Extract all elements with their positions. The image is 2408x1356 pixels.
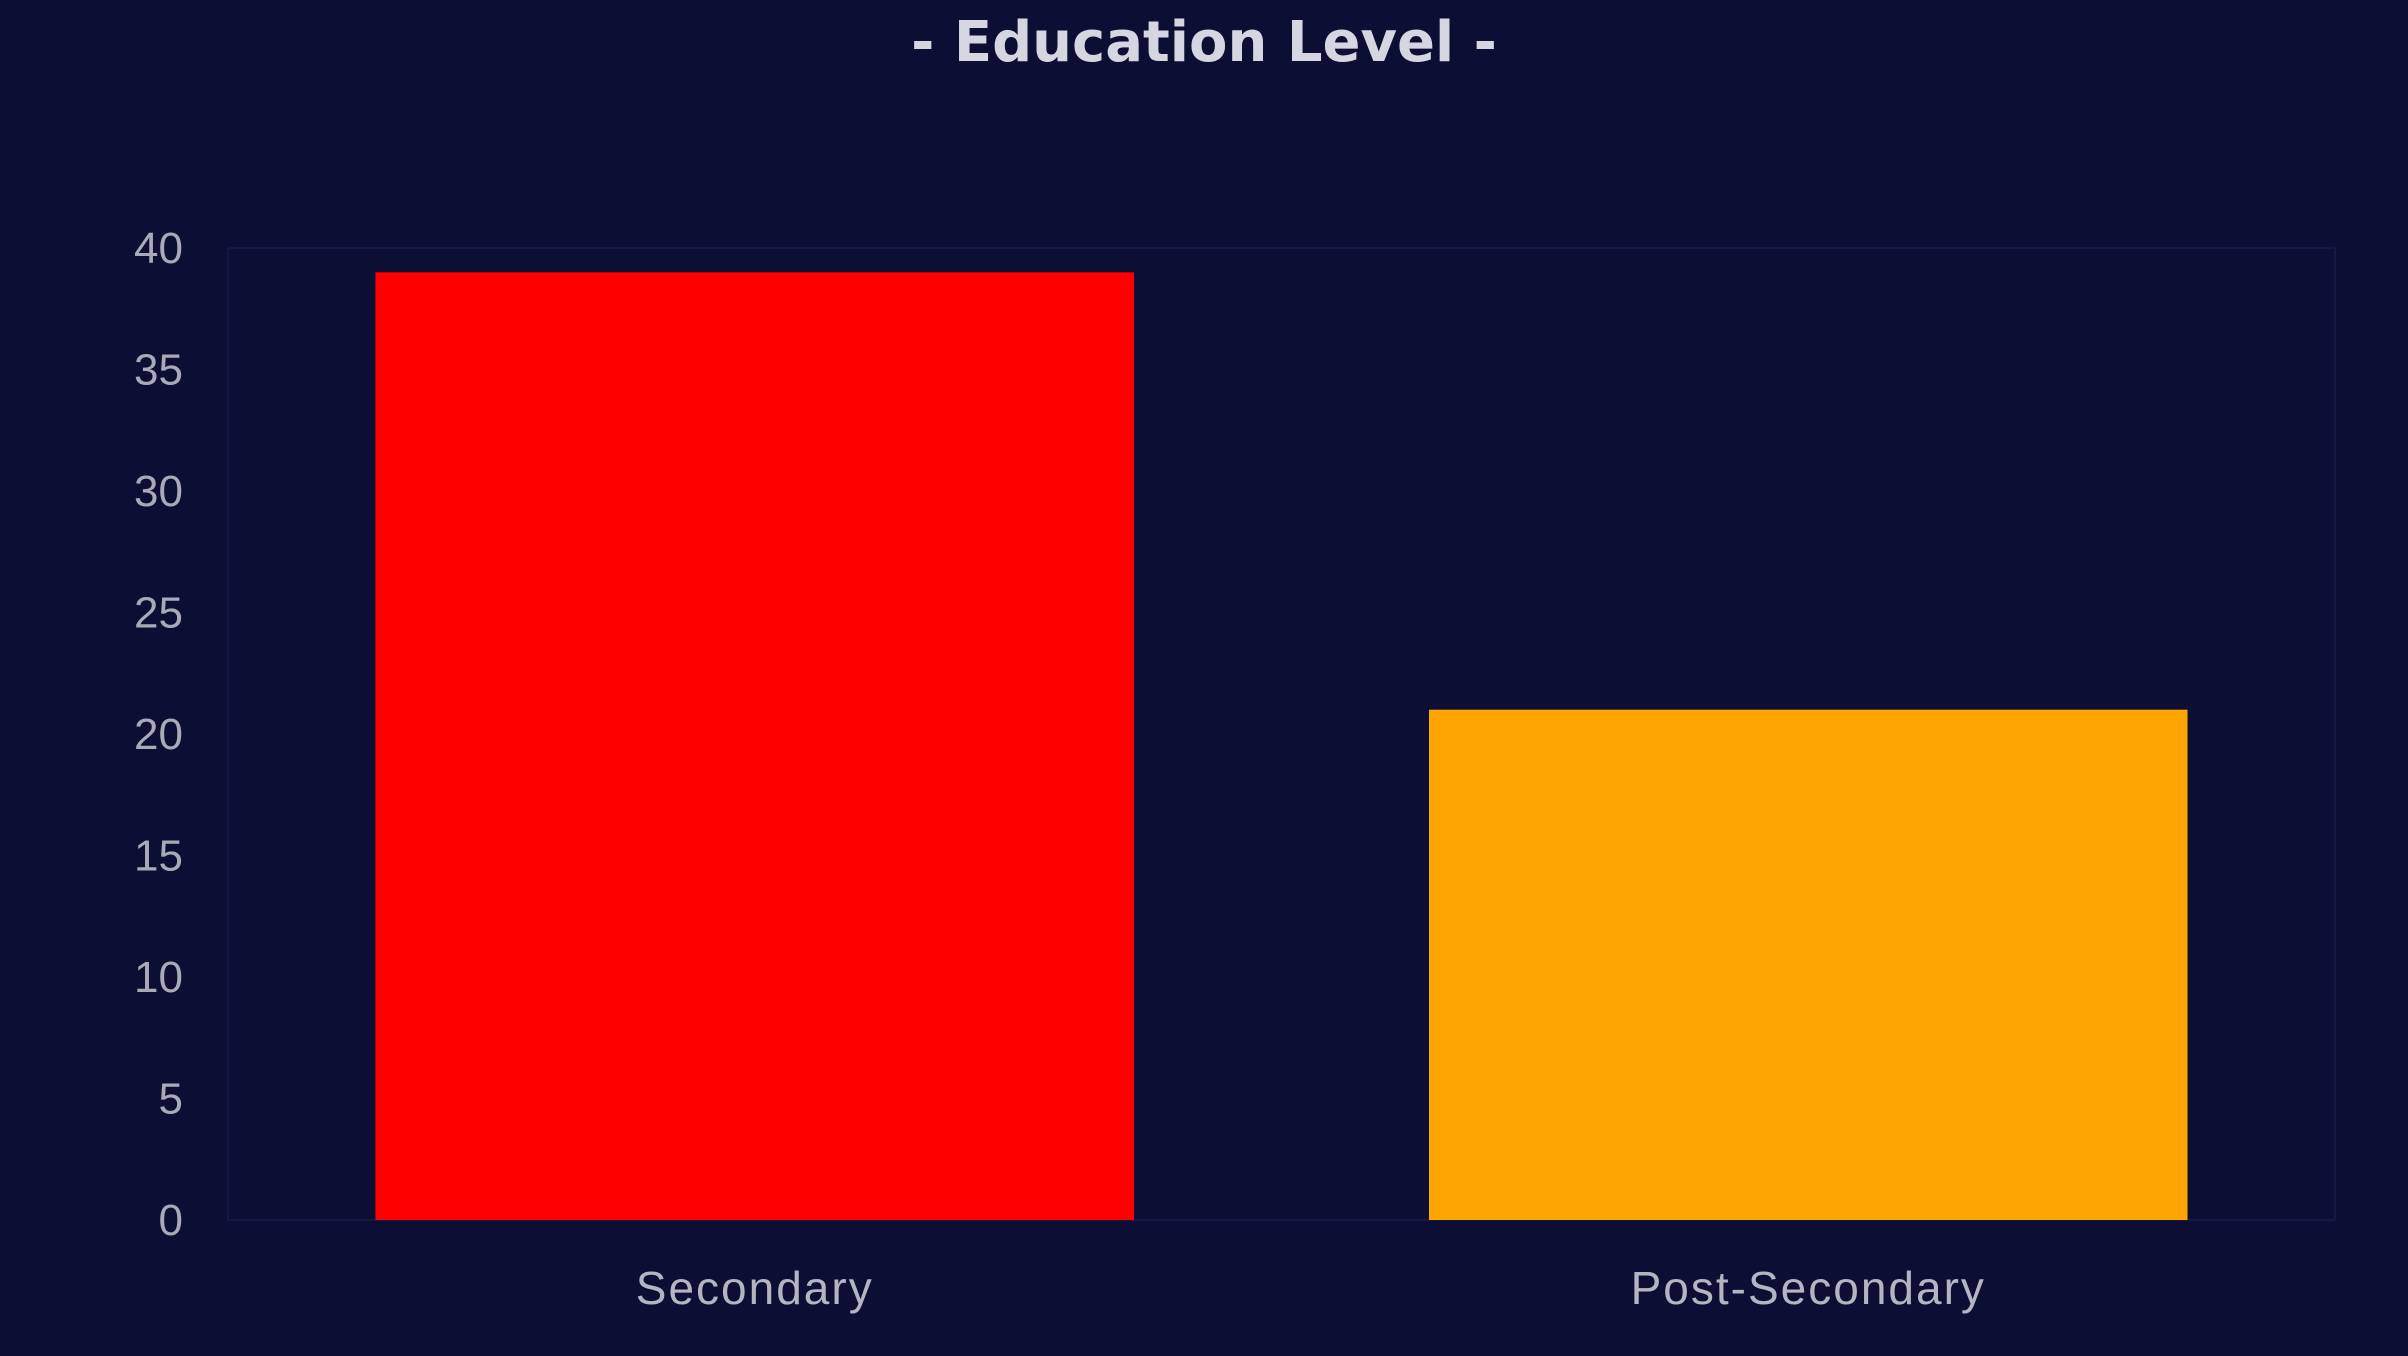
y-tick-label: 15 — [134, 832, 183, 881]
y-tick-label: 0 — [159, 1196, 183, 1245]
y-tick-label: 40 — [134, 224, 183, 273]
y-tick-label: 30 — [134, 467, 183, 516]
x-axis-labels: Secondary Post-Secondary — [636, 1262, 1986, 1314]
bar-post-secondary — [1428, 709, 2188, 1220]
chart-title: - Education Level - — [911, 10, 1497, 75]
y-tick-label: 35 — [134, 346, 183, 395]
y-tick-label: 5 — [159, 1075, 183, 1124]
y-axis-ticks: 0 5 10 15 20 25 30 35 40 — [134, 224, 183, 1245]
y-tick-label: 10 — [134, 953, 183, 1002]
x-tick-label: Secondary — [636, 1262, 874, 1314]
x-tick-label: Post-Secondary — [1631, 1262, 1986, 1314]
bars — [375, 272, 2188, 1220]
bar-secondary — [375, 272, 1135, 1220]
y-tick-label: 20 — [134, 710, 183, 759]
y-tick-label: 25 — [134, 589, 183, 638]
